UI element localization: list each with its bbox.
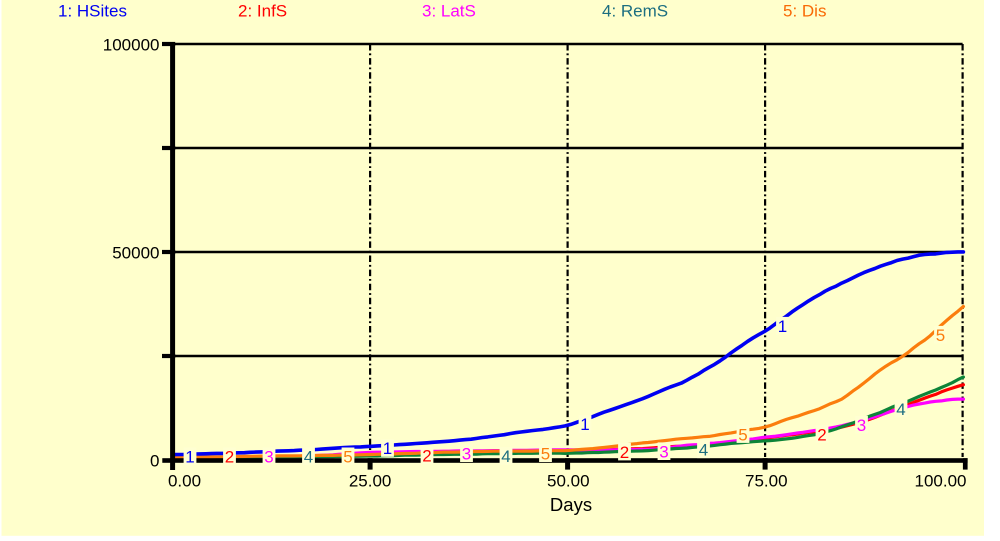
svg-text:3: 3 xyxy=(462,444,471,463)
svg-text:50000: 50000 xyxy=(112,244,159,263)
svg-text:25.00: 25.00 xyxy=(349,471,392,490)
svg-text:1: 1 xyxy=(383,439,392,458)
svg-text:2: InfS: 2: InfS xyxy=(238,1,287,20)
svg-text:1: 1 xyxy=(778,317,787,336)
svg-text:4: 4 xyxy=(896,400,905,419)
svg-text:0.00: 0.00 xyxy=(168,471,201,490)
svg-text:3: 3 xyxy=(857,416,866,435)
svg-text:2: 2 xyxy=(422,446,431,465)
svg-text:1: HSites: 1: HSites xyxy=(58,1,127,20)
svg-text:75.00: 75.00 xyxy=(745,471,788,490)
svg-text:5: 5 xyxy=(738,425,747,444)
svg-text:5: Dis: 5: Dis xyxy=(783,1,826,20)
svg-text:5: 5 xyxy=(343,448,352,467)
svg-text:5: 5 xyxy=(936,326,945,345)
svg-text:5: 5 xyxy=(541,444,550,463)
svg-text:0: 0 xyxy=(150,451,159,470)
svg-text:2: 2 xyxy=(225,448,234,467)
svg-text:2: 2 xyxy=(817,425,826,444)
svg-text:4: RemS: 4: RemS xyxy=(602,1,668,20)
svg-text:1: 1 xyxy=(185,448,194,467)
svg-text:4: 4 xyxy=(304,448,313,467)
svg-text:4: 4 xyxy=(699,441,708,460)
svg-text:3: LatS: 3: LatS xyxy=(422,1,476,20)
svg-text:50.00: 50.00 xyxy=(547,471,590,490)
svg-text:2: 2 xyxy=(620,443,629,462)
svg-text:3: 3 xyxy=(659,442,668,461)
svg-text:Days: Days xyxy=(550,494,592,515)
svg-text:100.00: 100.00 xyxy=(915,471,967,490)
svg-text:3: 3 xyxy=(264,448,273,467)
svg-text:1: 1 xyxy=(580,415,589,434)
svg-text:100000: 100000 xyxy=(103,36,160,55)
svg-text:4: 4 xyxy=(501,447,510,466)
